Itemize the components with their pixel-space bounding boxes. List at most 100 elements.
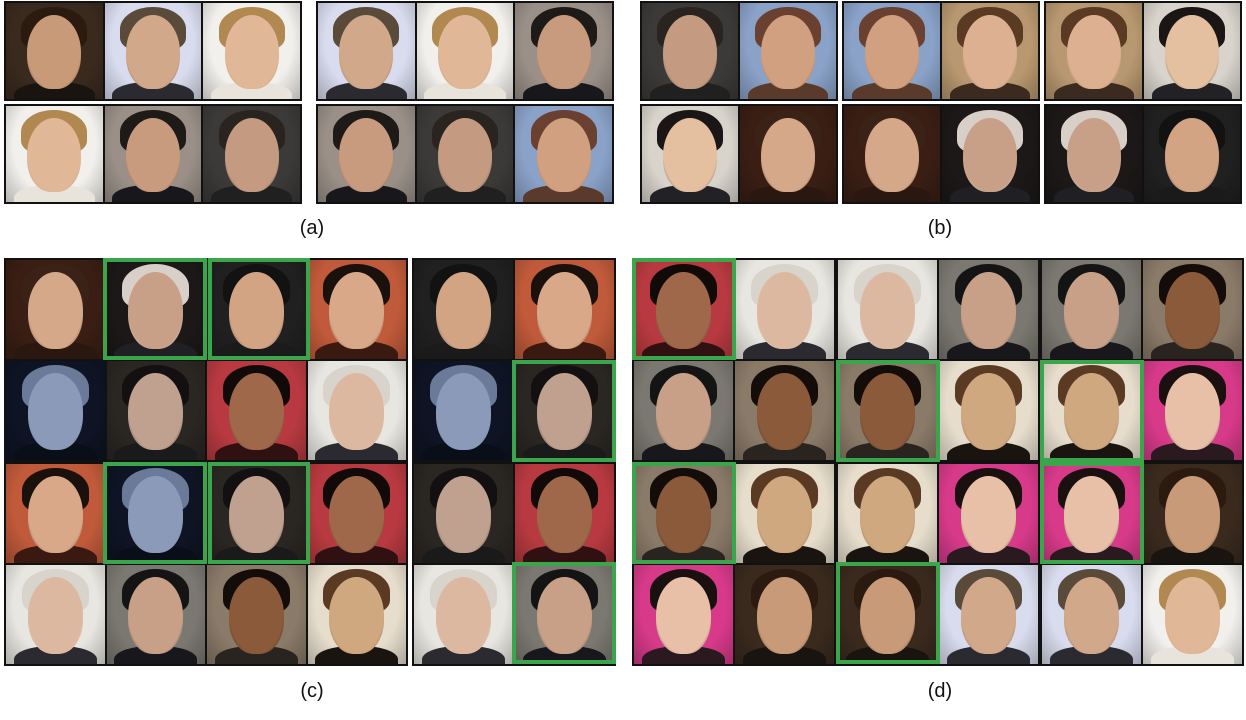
shoulders-shape (946, 442, 1031, 460)
face-image (735, 260, 834, 359)
face-shape (1063, 475, 1120, 554)
shoulders-shape (522, 646, 607, 664)
face-shape (1164, 475, 1221, 554)
face-image (642, 106, 738, 202)
face-shape (228, 576, 284, 655)
face-shape (536, 475, 593, 554)
face-shape (435, 576, 492, 655)
face-shape (859, 576, 916, 655)
shoulders-shape (315, 341, 399, 359)
face-shape (27, 271, 83, 350)
face-image (515, 361, 614, 460)
shoulders-shape (522, 442, 607, 460)
face-shape (1164, 372, 1221, 451)
face-shape (963, 14, 1017, 90)
shoulders-shape (1150, 442, 1235, 460)
panel-d-3 (1040, 258, 1244, 462)
shoulders-shape (13, 81, 95, 99)
face-image (1143, 565, 1242, 664)
shoulders-shape (949, 184, 1031, 202)
face-image (942, 3, 1038, 99)
face-image (1144, 106, 1240, 202)
shoulders-shape (214, 341, 298, 359)
shoulders-shape (1150, 341, 1235, 359)
face-image (6, 565, 105, 664)
face-image (414, 565, 513, 664)
panel-a-2 (316, 1, 614, 101)
shoulders-shape (522, 341, 607, 359)
face-shape (663, 117, 717, 193)
shoulders-shape (742, 545, 827, 563)
face-shape (128, 576, 184, 655)
face-image (1042, 565, 1141, 664)
face-image (515, 260, 614, 359)
face-shape (536, 271, 593, 350)
shoulders-shape (949, 81, 1031, 99)
face-image (735, 464, 834, 563)
panel-d-1 (632, 258, 836, 462)
face-image (318, 3, 415, 99)
face-image (207, 260, 306, 359)
face-image (6, 464, 105, 563)
face-image (307, 260, 406, 359)
panel-d-6 (1040, 462, 1244, 666)
face-image (939, 565, 1038, 664)
shoulders-shape (114, 545, 198, 563)
face-shape (865, 117, 919, 193)
face-image (939, 260, 1038, 359)
shoulders-shape (315, 646, 399, 664)
face-shape (761, 117, 815, 193)
face-image (414, 260, 513, 359)
face-image (515, 3, 612, 99)
face-shape (960, 372, 1017, 451)
face-shape (27, 117, 82, 193)
face-image (307, 464, 406, 563)
shoulders-shape (946, 341, 1031, 359)
shoulders-shape (13, 184, 95, 202)
shoulders-shape (649, 81, 731, 99)
shoulders-shape (851, 184, 933, 202)
shoulders-shape (13, 646, 97, 664)
face-image (414, 361, 513, 460)
face-image (6, 106, 103, 202)
shoulders-shape (114, 341, 198, 359)
shoulders-shape (1049, 646, 1134, 664)
face-shape (859, 372, 916, 451)
shoulders-shape (424, 184, 506, 202)
face-shape (756, 475, 813, 554)
face-shape (224, 117, 279, 193)
face-image (307, 361, 406, 460)
panel-c-4 (412, 462, 616, 666)
shoulders-shape (421, 341, 506, 359)
face-image (106, 260, 205, 359)
shoulders-shape (845, 442, 930, 460)
panel-b-5 (842, 104, 1040, 204)
face-image (207, 565, 306, 664)
face-image (207, 464, 306, 563)
face-image (414, 464, 513, 563)
caption-b: (b) (927, 217, 953, 239)
panel-a-4 (316, 104, 614, 204)
face-shape (1067, 117, 1121, 193)
face-shape (663, 14, 717, 90)
shoulders-shape (315, 442, 399, 460)
shoulders-shape (325, 81, 407, 99)
face-shape (655, 475, 712, 554)
face-shape (859, 271, 916, 350)
face-image (515, 106, 612, 202)
face-image (1144, 3, 1240, 99)
face-image (106, 361, 205, 460)
face-image (634, 464, 733, 563)
face-image (939, 361, 1038, 460)
face-shape (859, 475, 916, 554)
shoulders-shape (1150, 545, 1235, 563)
face-image (1046, 3, 1142, 99)
face-shape (437, 14, 493, 90)
face-shape (655, 271, 712, 350)
face-shape (128, 372, 184, 451)
shoulders-shape (13, 341, 97, 359)
face-shape (963, 117, 1017, 193)
shoulders-shape (325, 184, 407, 202)
shoulders-shape (114, 646, 198, 664)
face-image (1143, 361, 1242, 460)
